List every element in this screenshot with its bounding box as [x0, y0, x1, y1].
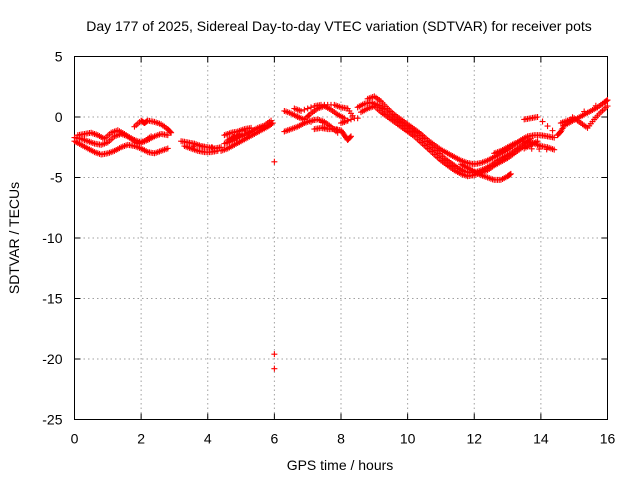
data-point	[301, 106, 308, 113]
data-point	[544, 123, 551, 130]
data-point	[347, 134, 354, 141]
data-point	[534, 138, 541, 145]
data-point	[551, 146, 558, 153]
data-point	[543, 146, 550, 153]
y-tick-label: -20	[42, 351, 62, 367]
data-point	[238, 130, 245, 137]
x-tick-label: 2	[137, 431, 145, 447]
x-tick-label: 12	[466, 431, 482, 447]
x-tick-label: 4	[204, 431, 212, 447]
x-tick-label: 10	[400, 431, 416, 447]
x-axis-label: GPS time / hours	[287, 457, 394, 473]
data-point	[347, 116, 354, 123]
data-point	[603, 97, 610, 104]
outlier-point	[271, 365, 278, 372]
data-point	[304, 105, 311, 112]
data-point	[242, 127, 249, 134]
x-tick-label: 0	[71, 431, 79, 447]
y-tick-label: 0	[55, 109, 63, 125]
data-point	[305, 112, 312, 119]
data-point	[539, 118, 546, 125]
plot-frame	[74, 56, 608, 420]
axis-ticks: 0 2 4 6 8 10 12 14 16 -25 -20 -15 -10 -5 0 5	[42, 49, 615, 447]
data-point	[507, 170, 514, 177]
data-point	[308, 118, 315, 125]
data-point	[164, 132, 171, 139]
y-tick-label: -15	[42, 291, 62, 307]
data-point	[604, 103, 611, 110]
grid	[74, 56, 608, 420]
data-point	[164, 145, 171, 152]
data-point	[344, 117, 351, 124]
data-point	[333, 126, 340, 133]
x-tick-label: 6	[270, 431, 278, 447]
data-point	[528, 145, 535, 152]
data-point	[592, 102, 599, 109]
y-tick-label: 5	[55, 49, 63, 65]
data-point	[168, 129, 175, 136]
data-point	[308, 104, 315, 111]
data-point	[549, 127, 556, 134]
data-point	[268, 117, 275, 124]
outlier-point	[354, 115, 361, 122]
x-tick-label: 16	[600, 431, 616, 447]
data-point	[534, 114, 541, 120]
data-point	[581, 108, 588, 115]
data-point	[167, 128, 174, 135]
y-tick-label: -25	[42, 412, 62, 428]
data-point	[148, 133, 155, 140]
data-point	[507, 171, 514, 178]
y-tick-label: -10	[42, 230, 62, 246]
data-marks	[71, 93, 611, 372]
x-tick-label: 8	[337, 431, 345, 447]
x-tick-label: 14	[533, 431, 549, 447]
outlier-point	[271, 351, 278, 358]
data-point	[536, 146, 543, 153]
data-point	[298, 107, 305, 114]
data-point	[551, 134, 558, 141]
data-point	[347, 133, 354, 140]
outlier-point	[271, 158, 278, 165]
chart-title: Day 177 of 2025, Sidereal Day-to-day VTE…	[86, 18, 592, 34]
data-point	[199, 143, 206, 150]
data-point	[319, 119, 326, 126]
y-axis-label: SDTVAR / TECUs	[6, 182, 22, 294]
data-point	[248, 124, 255, 131]
data-point	[604, 97, 611, 104]
data-point	[208, 143, 215, 150]
y-tick-label: -5	[50, 170, 63, 186]
